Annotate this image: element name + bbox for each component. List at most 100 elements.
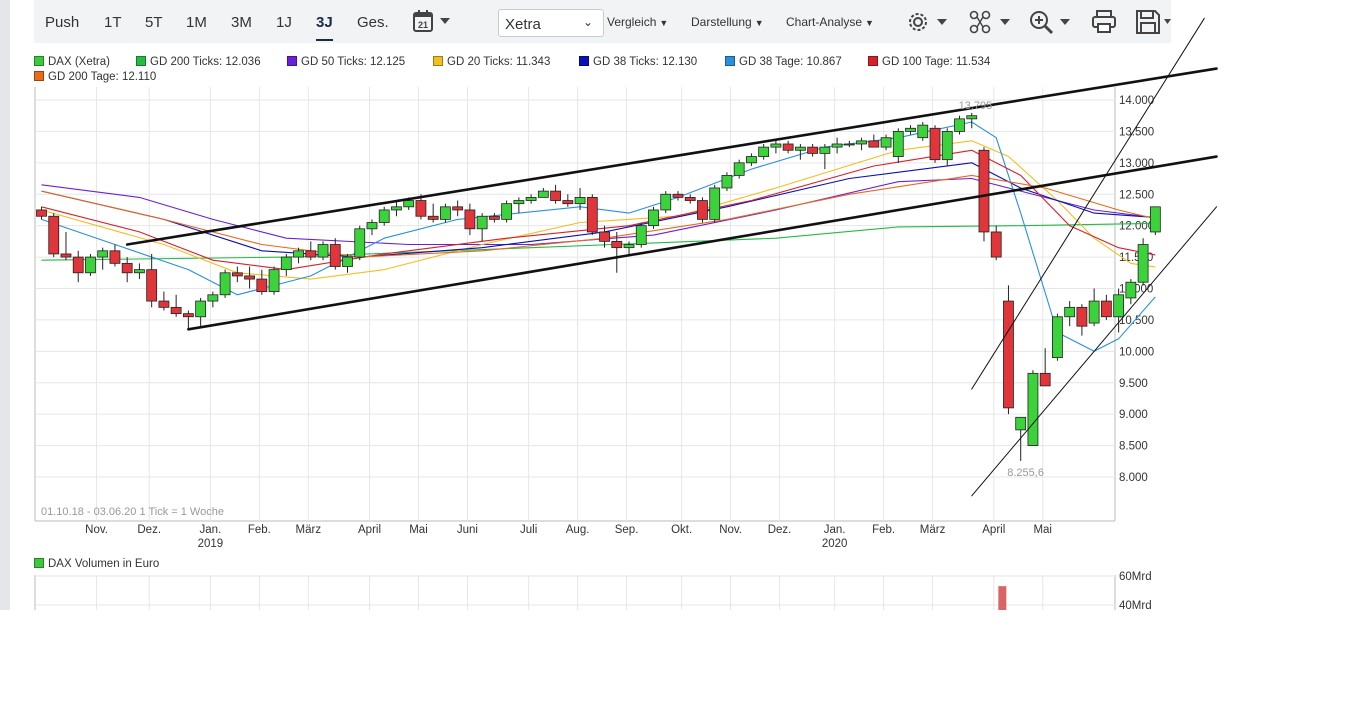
candle-down	[684, 196, 696, 201]
legend-item-gd50-ticks[interactable]: GD 50 Ticks: 12.125	[287, 56, 405, 68]
trendline	[125, 67, 1218, 246]
candle-up	[648, 209, 659, 227]
candle-down	[121, 262, 133, 274]
volume-tick-label: 60Mrd	[1119, 571, 1152, 583]
candle-up	[366, 222, 378, 230]
print-icon[interactable]	[1091, 9, 1119, 35]
legend-item-gd20-ticks[interactable]: GD 20 Ticks: 11.343	[433, 56, 550, 68]
candle-up	[85, 256, 96, 274]
candle-up	[746, 156, 757, 164]
zoom-icon[interactable]	[1028, 9, 1078, 35]
indicator-icon[interactable]	[966, 9, 1016, 35]
caret-down-icon: ▼	[865, 18, 874, 28]
volume-legend-label: DAX Volumen in Euro	[48, 558, 160, 570]
candle-up	[1113, 294, 1125, 318]
legend-item-dax[interactable]: DAX (Xetra)	[34, 56, 110, 68]
legend-swatch	[579, 56, 589, 66]
series-line	[41, 174, 1156, 258]
caret-down-icon: ▼	[659, 18, 669, 28]
candle-down	[697, 200, 708, 220]
candle-up	[537, 190, 549, 198]
x-tick-label: April	[982, 524, 1005, 536]
gear-icon[interactable]	[904, 9, 952, 35]
candle-down	[109, 250, 121, 264]
darstellung-menu[interactable]: Darstellung ▼	[691, 15, 764, 29]
chart-analyse-menu[interactable]: Chart-Analyse ▼	[786, 15, 874, 29]
legend-item-gd200-tage[interactable]: GD 200 Tage: 12.110	[34, 71, 156, 83]
exchange-select[interactable]: Xetra ⌄	[498, 9, 604, 37]
range-1t[interactable]: 1T	[104, 14, 122, 31]
legend-item-gd200-ticks[interactable]: GD 200 Ticks: 12.036	[136, 56, 261, 68]
candle-up	[660, 193, 672, 211]
candle-up	[917, 124, 929, 139]
range-1m[interactable]: 1M	[186, 14, 207, 31]
range-ges[interactable]: Ges.	[357, 14, 389, 31]
legend-item-gd38-ticks[interactable]: GD 38 Ticks: 12.130	[579, 56, 697, 68]
candle-up	[440, 206, 451, 220]
y-tick-label: 9.000	[1119, 409, 1148, 421]
range-3m[interactable]: 3M	[231, 14, 252, 31]
save-icon[interactable]	[1135, 9, 1171, 35]
legend-item-gd100-tage[interactable]: GD 100 Tage: 11.534	[868, 56, 990, 68]
range-push[interactable]: Push	[45, 14, 80, 31]
legend-swatch	[433, 56, 443, 66]
legend-swatch	[136, 56, 146, 66]
candle-down	[231, 272, 243, 277]
candle-down	[1039, 372, 1051, 387]
range-5t[interactable]: 5T	[145, 14, 163, 31]
candle-down	[1076, 306, 1088, 327]
candle-up	[623, 244, 635, 249]
x-tick-label: Feb.	[248, 524, 271, 536]
vergleich-menu[interactable]: Vergleich ▼	[607, 15, 668, 29]
legend-label: GD 38 Ticks: 12.130	[593, 56, 698, 68]
y-tick-label: 12.000	[1119, 221, 1154, 233]
candle-up	[1064, 306, 1076, 318]
candle-down	[611, 240, 623, 249]
candle-up	[403, 200, 415, 208]
series-line	[41, 149, 1156, 271]
candle-up	[733, 162, 745, 176]
legend-swatch	[725, 56, 735, 66]
candle-up	[905, 127, 916, 132]
legend-swatch	[287, 56, 297, 66]
series-line	[41, 121, 1156, 352]
legend-label: GD 38 Tage: 10.867	[739, 56, 842, 68]
y-tick-label: 9.500	[1119, 378, 1148, 390]
candle-up	[880, 137, 892, 148]
candle-down	[807, 146, 819, 154]
range-3j[interactable]: 3J	[316, 14, 333, 41]
candle-up	[574, 196, 586, 205]
series-line	[41, 177, 1156, 246]
legend-swatch	[34, 558, 44, 568]
candle-up	[378, 209, 390, 223]
legend-swatch	[34, 71, 44, 81]
extreme-label: 13.795	[959, 100, 993, 112]
candle-down	[452, 206, 464, 211]
legend-item-gd38-tage[interactable]: GD 38 Tage: 10.867	[725, 56, 842, 68]
y-tick-label: 10.500	[1119, 315, 1154, 327]
candle-down	[158, 300, 170, 308]
range-1j[interactable]: 1J	[276, 14, 292, 31]
x-tick-label: Dez.	[768, 524, 792, 536]
legend-label: GD 20 Ticks: 11.343	[447, 56, 551, 68]
volume-legend[interactable]: DAX Volumen in Euro	[34, 558, 159, 570]
series-line	[41, 162, 1156, 258]
calendar-icon[interactable]: 21	[412, 9, 456, 35]
y-tick-label: 13.000	[1119, 158, 1154, 170]
candle-up	[195, 300, 207, 318]
price-plot: 8.0008.5009.0009.50010.00010.50011.00011…	[34, 17, 1218, 550]
candle-down	[599, 231, 610, 242]
legend-label: GD 200 Tage: 12.110	[48, 71, 157, 83]
candle-up	[391, 206, 402, 211]
candle-down	[464, 209, 476, 230]
candle-up	[770, 143, 782, 148]
candle-up	[966, 115, 978, 120]
candle-down	[978, 149, 990, 233]
candle-down	[256, 278, 268, 293]
vergleich-label: Vergleich	[607, 15, 657, 29]
y-tick-label: 10.000	[1119, 346, 1154, 358]
candle-up	[892, 131, 904, 157]
candle-down	[36, 209, 47, 217]
candle-up	[1027, 372, 1039, 446]
